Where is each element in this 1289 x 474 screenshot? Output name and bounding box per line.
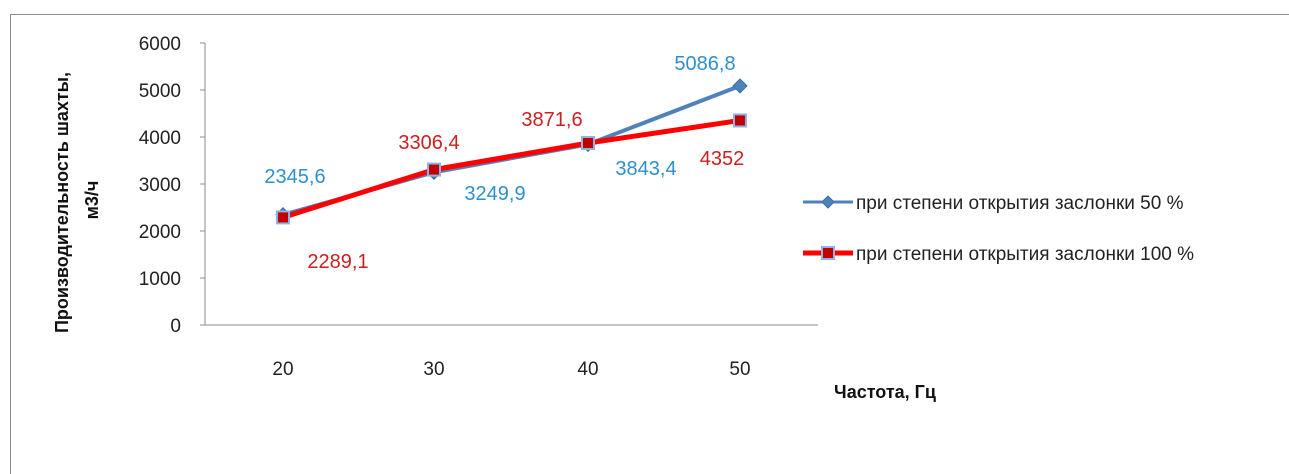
x-tick-labels: 20 30 40 50 [272, 359, 750, 380]
y-tick-label: 0 [170, 316, 181, 337]
y-axis-title: Производительность шахты, м3/ч [52, 67, 102, 333]
data-label: 5086,8 [674, 53, 735, 75]
x-axis-title: Частота, Гц [834, 382, 936, 402]
x-tick-label: 40 [577, 359, 598, 380]
y-axis-title-line-1: Производительность шахты, [52, 72, 72, 333]
data-label: 3306,4 [398, 132, 459, 154]
y-tick-label: 6000 [139, 34, 181, 55]
chart-frame [10, 14, 1289, 474]
series-2-point [733, 113, 747, 128]
data-label: 2289,1 [307, 251, 368, 273]
series-2-point [581, 136, 595, 151]
axes [200, 42, 818, 326]
x-tick-label: 20 [272, 359, 293, 380]
series-line-2 [280, 117, 743, 220]
series-2-point [427, 162, 441, 177]
legend: при степени открытия заслонки 50 % при ст… [803, 193, 1194, 265]
legend-entry-2: при степени открытия заслонки 100 % [856, 244, 1194, 265]
series-layer [275, 78, 748, 225]
y-tick-label: 2000 [139, 222, 181, 243]
x-tick-label: 30 [423, 359, 444, 380]
legend-entry-1: при степени открытия заслонки 50 % [856, 193, 1184, 214]
legend-marker-square [821, 246, 835, 260]
y-tick-label: 1000 [139, 269, 181, 290]
series-1-point [732, 78, 748, 94]
data-label: 3249,9 [464, 183, 525, 205]
y-tick-label: 3000 [139, 175, 181, 196]
data-label: 2345,6 [264, 166, 325, 188]
data-label: 3843,4 [615, 158, 676, 180]
x-tick-label: 50 [729, 359, 750, 380]
series-2-point [276, 210, 290, 225]
line-chart: 0 1000 2000 3000 4000 5000 6000 20 30 40 50 2345,… [52, 34, 1194, 402]
data-labels: 2345,6 3249,9 3843,4 5086,8 2289,1 3306,4 3871… [264, 53, 744, 273]
data-label: 3871,6 [521, 109, 582, 131]
legend-marker-diamond [821, 195, 835, 209]
y-axis-title-line-2: м3/ч [82, 181, 102, 220]
y-tick-labels: 0 1000 2000 3000 4000 5000 6000 [139, 34, 181, 337]
y-tick-label: 4000 [139, 128, 181, 149]
data-label: 4352 [700, 148, 745, 170]
y-tick-label: 5000 [139, 81, 181, 102]
